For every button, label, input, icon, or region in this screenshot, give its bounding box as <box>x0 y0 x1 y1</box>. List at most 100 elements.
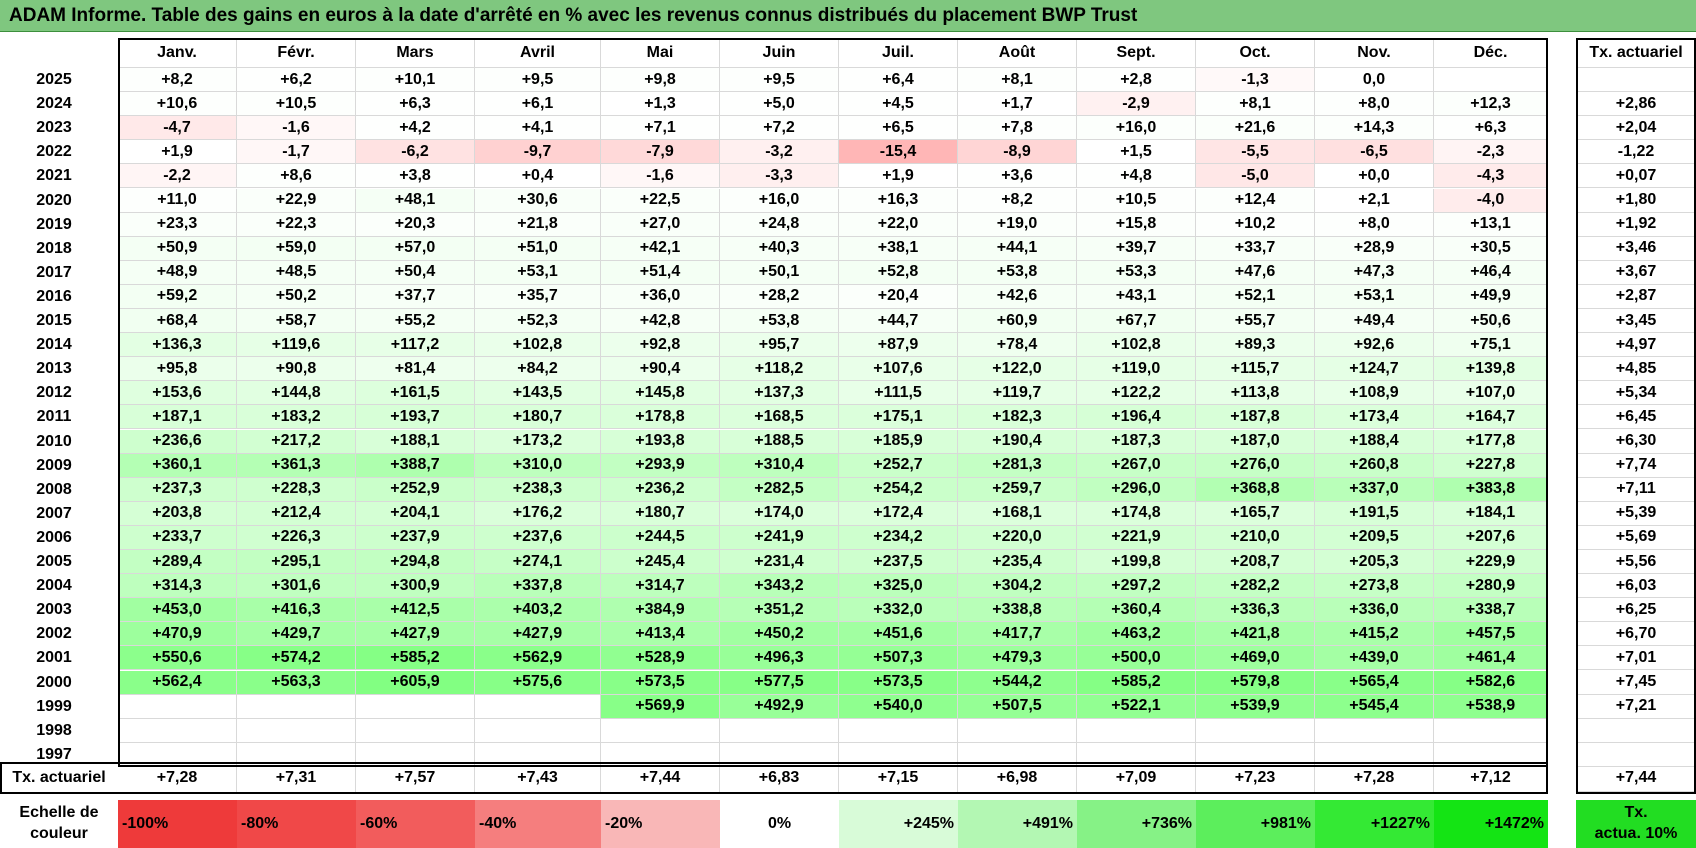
table-cell: +217,2 <box>237 429 356 454</box>
year-label: 2014 <box>36 336 72 354</box>
table-cell: +528,9 <box>601 646 720 671</box>
table-cell: +28,2 <box>720 284 839 309</box>
page-title: ADAM Informe. Table des gains en euros à… <box>0 0 1696 32</box>
table-cell: +38,1 <box>839 236 958 261</box>
table-cell: +3,8 <box>356 164 475 189</box>
table-cell: +15,8 <box>1077 212 1196 237</box>
table-cell: +35,7 <box>475 284 601 309</box>
year-label: 2022 <box>36 143 72 161</box>
table-cell: +115,7 <box>1196 357 1315 382</box>
table-cell: +90,8 <box>237 357 356 382</box>
row-actuarial-rate: +7,74 <box>1576 454 1696 478</box>
table-cell: +168,1 <box>958 501 1077 526</box>
legend-caption-line2: couleur <box>30 825 88 842</box>
legend-rate-line1: Tx. <box>1624 804 1648 821</box>
table-cell: +421,8 <box>1196 622 1315 647</box>
table-cell: +199,8 <box>1077 550 1196 575</box>
table-cell: -8,9 <box>958 140 1077 165</box>
table-cell: +180,7 <box>475 405 601 430</box>
table-cell: +500,0 <box>1077 646 1196 671</box>
table-cell: +58,7 <box>237 309 356 334</box>
table-cell: +44,1 <box>958 236 1077 261</box>
table-cell: +59,2 <box>118 284 237 309</box>
table-cell: +161,5 <box>356 381 475 406</box>
table-cell: +293,9 <box>601 453 720 478</box>
table-cell: +67,7 <box>1077 309 1196 334</box>
table-cell: +295,1 <box>237 550 356 575</box>
table-cell <box>839 718 958 743</box>
table-cell: +172,4 <box>839 501 958 526</box>
table-cell: +22,0 <box>839 212 958 237</box>
table-cell: +92,6 <box>1315 333 1434 358</box>
table-cell: +48,1 <box>356 188 475 213</box>
footer-cell: +7,28 <box>1315 764 1434 792</box>
table-cell: -3,3 <box>720 164 839 189</box>
legend-rate-swatch: Tx. actua. 10% <box>1576 800 1696 848</box>
year-label: 2005 <box>36 553 72 571</box>
table-cell: +48,5 <box>237 260 356 285</box>
table-cell: +252,9 <box>356 477 475 502</box>
table-cell: +429,7 <box>237 622 356 647</box>
table-cell: +427,9 <box>475 622 601 647</box>
row-actuarial-rate <box>1576 743 1696 767</box>
legend-swatch: -20% <box>601 800 720 848</box>
month-header: Nov. <box>1315 38 1434 68</box>
table-cell: +165,7 <box>1196 501 1315 526</box>
table-cell: +281,3 <box>958 453 1077 478</box>
row-actuarial-rate: +7,11 <box>1576 478 1696 502</box>
table-cell: -1,3 <box>1196 68 1315 93</box>
table-cell: +6,4 <box>839 68 958 93</box>
year-label: 2021 <box>36 167 72 185</box>
actuarial-header: Tx. actuariel <box>1576 38 1696 68</box>
footer-cell: +6,98 <box>958 764 1077 792</box>
table-cell: +10,1 <box>356 68 475 93</box>
table-cell: +237,6 <box>475 525 601 550</box>
table-cell: +221,9 <box>1077 525 1196 550</box>
month-header: Déc. <box>1434 38 1548 68</box>
table-cell: +479,3 <box>958 646 1077 671</box>
footer-cell: +7,09 <box>1077 764 1196 792</box>
table-cell: -5,5 <box>1196 140 1315 165</box>
year-label: 2015 <box>36 312 72 330</box>
table-cell: +49,4 <box>1315 309 1434 334</box>
table-cell: +343,2 <box>720 574 839 599</box>
table-cell: +337,8 <box>475 574 601 599</box>
table-cell: +55,7 <box>1196 309 1315 334</box>
table-cell: +575,6 <box>475 670 601 695</box>
table-cell: +10,6 <box>118 92 237 117</box>
table-cell: +289,4 <box>118 550 237 575</box>
row-actuarial-rate: +3,45 <box>1576 309 1696 334</box>
row-actuarial-rate: +4,97 <box>1576 333 1696 358</box>
table-cell: +39,7 <box>1077 236 1196 261</box>
year-label: 1997 <box>36 745 72 763</box>
table-cell: +522,1 <box>1077 694 1196 719</box>
table-cell: +415,2 <box>1315 622 1434 647</box>
table-cell: +8,1 <box>958 68 1077 93</box>
row-actuarial-rate: -1,22 <box>1576 140 1696 165</box>
table-cell: +469,0 <box>1196 646 1315 671</box>
row-actuarial-rate: +5,39 <box>1576 502 1696 526</box>
legend-swatch: +1227% <box>1315 800 1434 848</box>
table-cell: +383,8 <box>1434 477 1548 502</box>
table-cell: +245,4 <box>601 550 720 575</box>
table-cell: +282,2 <box>1196 574 1315 599</box>
table-cell <box>475 718 601 743</box>
table-cell: +92,8 <box>601 333 720 358</box>
table-cell: +42,6 <box>958 284 1077 309</box>
table-cell: +237,5 <box>839 550 958 575</box>
table-cell: +260,8 <box>1315 453 1434 478</box>
table-cell: +190,4 <box>958 429 1077 454</box>
table-cell: +416,3 <box>237 598 356 623</box>
table-cell: +4,1 <box>475 116 601 141</box>
table-cell <box>237 694 356 719</box>
legend-swatch: +736% <box>1077 800 1196 848</box>
table-cell: +208,7 <box>1196 550 1315 575</box>
table-cell: +579,8 <box>1196 670 1315 695</box>
table-cell: +573,5 <box>601 670 720 695</box>
table-cell: +174,0 <box>720 501 839 526</box>
table-cell: +229,9 <box>1434 550 1548 575</box>
table-cell: +47,3 <box>1315 260 1434 285</box>
table-cell: +21,8 <box>475 212 601 237</box>
table-cell: +337,0 <box>1315 477 1434 502</box>
